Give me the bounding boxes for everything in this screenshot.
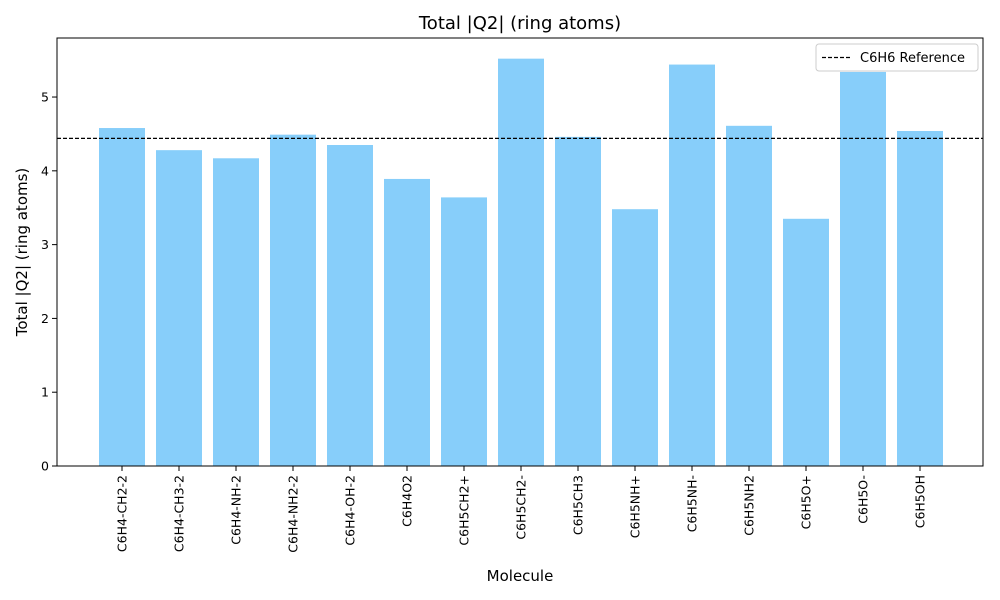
x-tick-label: C6H4-NH-2 [229, 475, 244, 545]
bar-C6H5OH [897, 130, 943, 466]
x-tick-label: C6H4-OH-2 [343, 475, 358, 546]
x-tick-label: C6H5CH2+ [457, 475, 472, 546]
y-tick-label: 4 [41, 163, 49, 178]
x-tick-label: C6H5CH2- [514, 475, 529, 540]
x-tick-label: C6H4-CH2-2 [115, 475, 130, 552]
bar-C6H5CH2- [498, 58, 544, 466]
y-tick-label: 3 [41, 237, 49, 252]
x-tick-label: C6H4O2 [400, 475, 415, 527]
legend: C6H6 Reference [815, 43, 979, 72]
y-tick-label: 5 [41, 90, 49, 105]
x-tick-label: C6H5NH- [685, 475, 700, 532]
x-tick-label: C6H5O- [856, 475, 871, 524]
y-tick-label: 0 [41, 459, 49, 474]
x-tick-label: C6H4-CH3-2 [172, 475, 187, 552]
y-tick-label: 2 [41, 311, 49, 326]
x-tick-label: C6H5NH+ [628, 475, 643, 538]
bar-C6H4-NH2-2 [270, 134, 316, 467]
bar-C6H5CH2+ [441, 197, 487, 466]
bar-C6H4-CH2-2 [99, 128, 145, 466]
x-tick-label: C6H5CH3 [571, 475, 586, 535]
bars-group [99, 58, 943, 467]
bar-C6H5CH3 [555, 136, 601, 466]
y-axis-title: Total |Q2| (ring atoms) [13, 168, 31, 338]
bar-C6H5NH+ [612, 209, 658, 466]
chart-title: Total |Q2| (ring atoms) [418, 13, 621, 34]
legend-label: C6H6 Reference [860, 51, 965, 66]
bar-C6H5O- [840, 71, 886, 466]
bar-C6H4-NH-2 [213, 158, 259, 466]
x-tick-label: C6H4-NH2-2 [286, 475, 301, 553]
bar-C6H5NH2 [726, 125, 772, 467]
x-tick-label: C6H5O+ [799, 475, 814, 529]
bar-C6H4-OH-2 [327, 145, 373, 466]
bar-C6H4O2 [384, 178, 430, 466]
y-axis-ticks: 0 1 2 3 4 5 [41, 90, 57, 474]
x-tick-label: C6H5OH [913, 475, 928, 528]
bar-C6H5NH- [669, 64, 715, 466]
plot-frame [56, 37, 984, 467]
x-axis-ticks: C6H4-CH2-2 C6H4-CH3-2 C6H4-NH-2 C6H4-NH2-2 C… [115, 466, 928, 553]
x-tick-label: C6H5NH2 [742, 475, 757, 536]
y-tick-label: 1 [41, 385, 49, 400]
bar-C6H4-CH3-2 [156, 150, 202, 466]
legend-box [815, 43, 979, 72]
bar-C6H5O+ [783, 218, 829, 466]
x-axis-title: Molecule [487, 567, 554, 585]
